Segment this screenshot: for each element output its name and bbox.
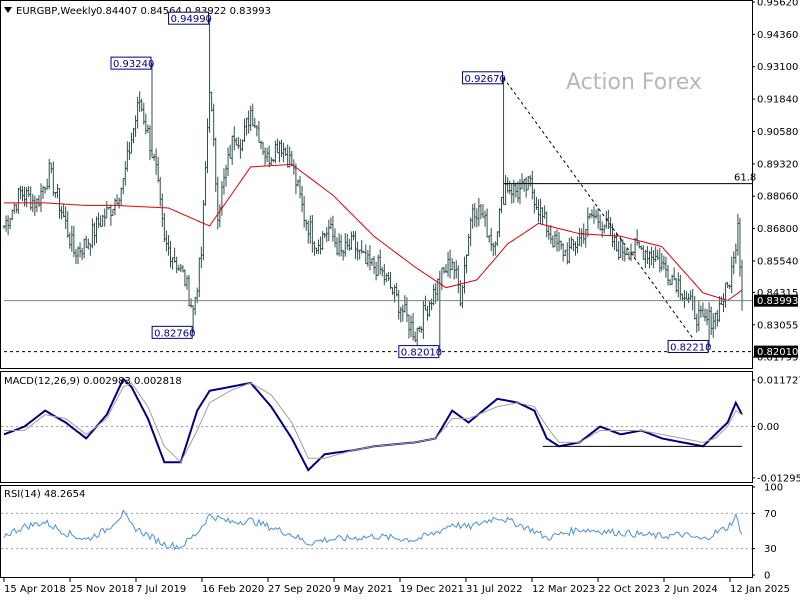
macd-tick-label: 0.011727 [757,376,800,387]
rsi-tick-label: 70 [764,509,777,520]
ohlc-values: 0.84407 0.84564 0.83922 0.83993 [96,6,271,17]
price-axis-box: 0.83993 [754,294,798,307]
symbol-label: EURGBP,Weekly [16,6,97,17]
price-tick-label: 0.84315 [757,288,798,299]
price-axis: 0.95620 0.94360 0.93100 0.91840 0.90580 0.893… [752,0,798,364]
annotation-box [151,325,193,339]
signal-line [4,382,743,464]
price-tick-label: 0.94360 [757,30,798,41]
rsi-pane [0,485,753,578]
annotation-box [398,345,440,359]
price-axis-box-label: 0.83993 [757,296,798,307]
price-annotation: 0.82760 [151,325,195,339]
price-annotation: 0.82210 [667,339,711,353]
annotation-label: 0.82010 [401,348,442,359]
watermark: Action Forex [566,70,702,95]
rsi-tick-label: 100 [764,483,783,494]
time-tick-label: 22 Oct 2023 [598,584,660,595]
annotation-label: 0.93240 [113,59,154,70]
annotation-label: 0.82210 [670,342,711,353]
annotation-label: 0.94990 [171,14,212,25]
time-tick-label: 2 Jun 2024 [664,584,718,595]
price-tick-label: 0.86800 [757,224,798,235]
price-annotations: 0.93240 0.94990 0.82760 0.82010 0.92670 0.822… [110,11,711,359]
price-annotation: 0.93240 [110,56,154,70]
time-tick-label: 27 Sep 2020 [268,584,331,595]
price-axis-box: 0.82010 [754,345,798,358]
rsi-tick-label: 0 [764,571,770,582]
annotation-box [667,339,709,353]
rsi-title: RSI(14) 48.2654 [4,489,85,500]
price-annotation: 0.94990 [168,11,212,25]
price-axis-box-label: 0.82010 [757,347,798,358]
rsi-tick-label: 30 [764,544,777,555]
price-axis-box-bg [754,294,798,307]
time-tick-label: 19 Dec 2021 [400,584,464,595]
rsi-axis: 100 70 30 0 [752,483,783,582]
macd-tick-label: 0.00 [757,422,779,433]
price-axis-box-bg [754,345,798,358]
annotation-box [110,56,152,70]
trendline [503,77,700,347]
annotation-label: 0.82760 [154,328,195,339]
macd-title: MACD(12,26,9) 0.002983 0.002818 [4,376,182,387]
macd-series [1,377,752,472]
price-annotation: 0.82010 [398,345,442,359]
moving-average [4,163,743,302]
price-annotations-lines: 61.8 [4,77,756,353]
price-tick-label: 0.88060 [757,192,798,203]
moving-average-line [4,163,743,302]
price-pane [0,0,753,369]
price-tick-label: 0.95620 [757,0,798,9]
time-axis: 15 Apr 2018 25 Nov 2018 7 Jul 2019 16 Feb 2… [3,578,790,595]
annotation-box [168,11,210,25]
price-tick-label: 0.90580 [757,127,798,138]
price-tick-label: 0.81795 [757,353,798,364]
price-annotation: 0.92670 [462,71,506,85]
price-tick-label: 0.89320 [757,159,798,170]
annotation-box [462,71,504,85]
time-tick-label: 31 Jul 2022 [466,584,523,595]
price-tick-label: 0.85540 [757,256,798,267]
price-tick-label: 0.83055 [757,320,798,331]
fib-label: 61.8 [734,173,756,184]
time-tick-label: 9 May 2021 [334,584,393,595]
time-tick-label: 7 Jul 2019 [136,584,186,595]
triangle-down-icon[interactable] [4,7,12,13]
price-tick-label: 0.93100 [757,62,798,73]
annotation-label: 0.92670 [465,74,506,85]
time-tick-label: 25 Nov 2018 [70,584,134,595]
time-tick-label: 12 Mar 2023 [532,584,595,595]
rsi-line [3,509,743,551]
price-tick-label: 0.91840 [757,95,798,106]
price-bars [2,18,744,352]
time-tick-label: 16 Feb 2020 [202,584,264,595]
rsi-series [1,509,752,551]
time-tick-label: 15 Apr 2018 [4,584,66,595]
time-tick-label: 12 Jan 2025 [730,584,790,595]
